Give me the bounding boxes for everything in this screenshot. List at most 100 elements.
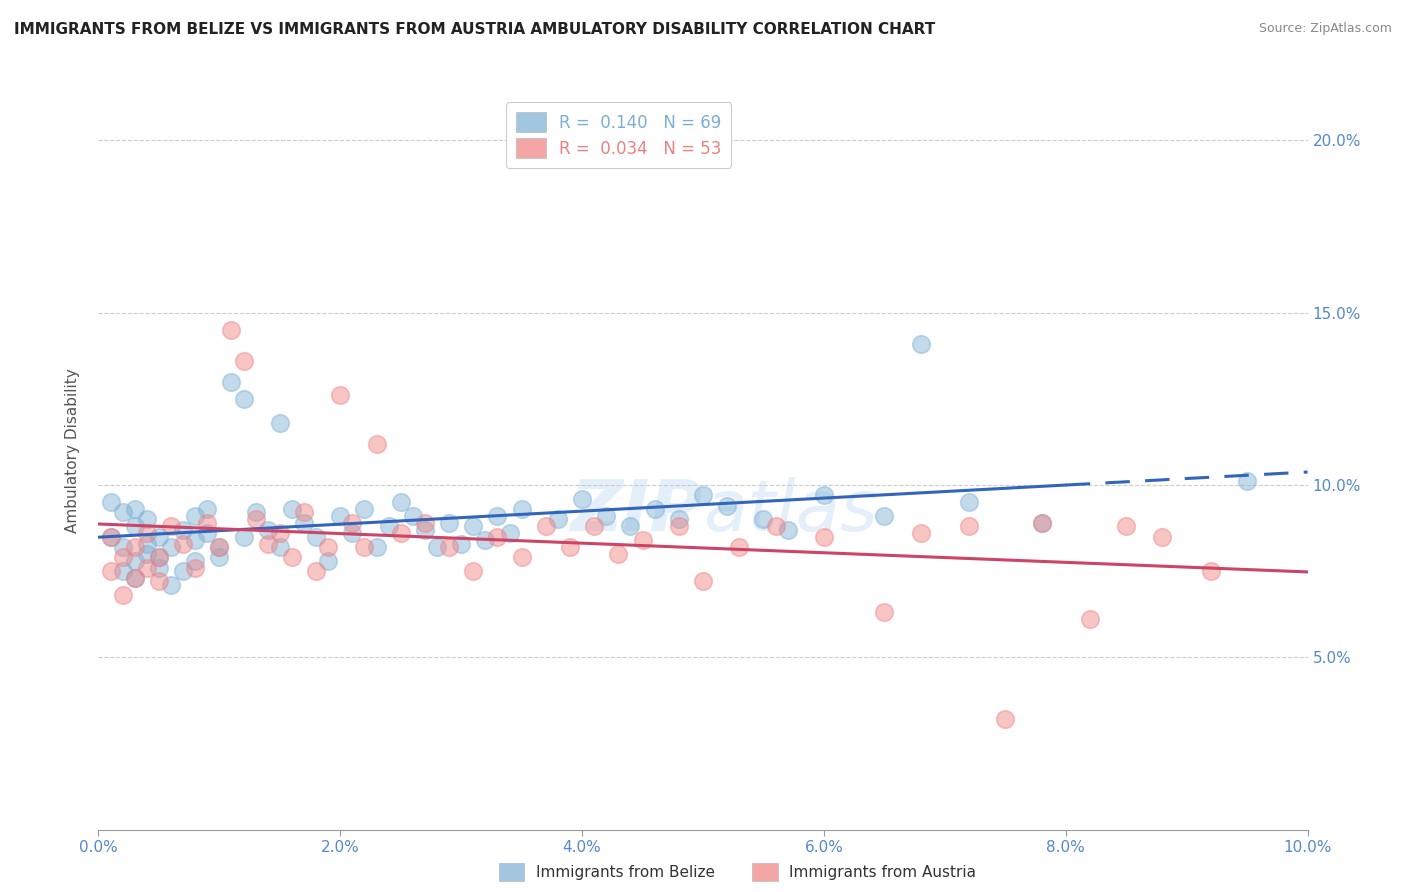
Point (124, 502, 146, 516)
Point (316, 540, 339, 554)
Point (172, 523, 194, 537)
Point (256, 536, 278, 550)
Point (195, 516, 218, 530)
Legend: R =  0.140   N = 69, R =  0.034   N = 53: R = 0.140 N = 69, R = 0.034 N = 53 (506, 103, 731, 168)
Point (195, 526, 218, 541)
Point (135, 536, 157, 550)
Point (184, 554, 207, 568)
Point (316, 554, 339, 568)
Point (377, 519, 399, 533)
Point (148, 574, 170, 589)
Point (353, 502, 375, 516)
Point (728, 540, 751, 554)
Point (619, 519, 641, 533)
Text: ZIP: ZIP (571, 476, 703, 546)
Point (486, 530, 509, 544)
Point (329, 508, 352, 523)
Point (510, 550, 533, 565)
Point (1199, 564, 1222, 578)
Point (607, 547, 630, 561)
Point (692, 574, 714, 589)
Point (558, 540, 581, 554)
Point (135, 560, 157, 574)
Point (692, 488, 714, 502)
Point (256, 523, 278, 537)
Point (413, 523, 436, 537)
Point (232, 354, 254, 368)
Point (184, 508, 207, 523)
Point (281, 550, 304, 565)
Point (1031, 516, 1053, 530)
Point (329, 388, 352, 402)
Point (111, 506, 134, 520)
Point (498, 526, 520, 541)
Point (342, 516, 364, 530)
Point (208, 540, 231, 554)
Point (135, 526, 157, 541)
Point (281, 502, 304, 516)
Point (269, 540, 291, 554)
Point (135, 547, 157, 561)
Point (426, 540, 449, 554)
Point (269, 526, 291, 541)
Point (463, 519, 485, 533)
Point (195, 502, 218, 516)
Point (389, 526, 412, 541)
Point (716, 499, 738, 513)
Point (124, 571, 146, 585)
Point (994, 712, 1017, 726)
Point (305, 564, 328, 578)
Text: atlas: atlas (703, 476, 877, 546)
Point (292, 506, 315, 520)
Point (124, 519, 146, 533)
Point (668, 512, 690, 526)
Point (437, 540, 460, 554)
Point (547, 512, 569, 526)
Point (124, 554, 146, 568)
Point (100, 495, 122, 509)
Point (813, 488, 835, 502)
Point (910, 336, 932, 351)
Point (221, 375, 243, 389)
Point (366, 436, 388, 450)
Point (1078, 612, 1101, 626)
Point (100, 564, 122, 578)
Point (1115, 519, 1137, 533)
Y-axis label: Ambulatory Disability: Ambulatory Disability (65, 368, 80, 533)
Point (510, 502, 533, 516)
Point (534, 519, 557, 533)
Point (221, 323, 243, 337)
Point (595, 508, 617, 523)
Point (100, 530, 122, 544)
Point (957, 495, 980, 509)
Point (389, 495, 412, 509)
Point (160, 519, 183, 533)
Point (776, 523, 799, 537)
Point (111, 588, 134, 602)
Point (305, 530, 328, 544)
Text: Immigrants from Belize: Immigrants from Belize (536, 865, 714, 880)
Point (366, 540, 388, 554)
Point (208, 550, 231, 565)
Point (269, 416, 291, 430)
Point (1236, 475, 1258, 489)
Point (765, 519, 787, 533)
Point (486, 508, 509, 523)
Point (1031, 516, 1053, 530)
Point (111, 540, 134, 554)
Point (124, 540, 146, 554)
Point (437, 516, 460, 530)
Point (1152, 530, 1174, 544)
Text: Immigrants from Austria: Immigrants from Austria (789, 865, 976, 880)
Point (463, 564, 485, 578)
Point (100, 530, 122, 544)
Point (148, 550, 170, 565)
Point (450, 536, 472, 550)
Point (957, 519, 980, 533)
Point (644, 502, 666, 516)
Point (571, 491, 593, 506)
Point (184, 533, 207, 547)
Point (124, 571, 146, 585)
Point (873, 606, 896, 620)
Point (172, 536, 194, 550)
